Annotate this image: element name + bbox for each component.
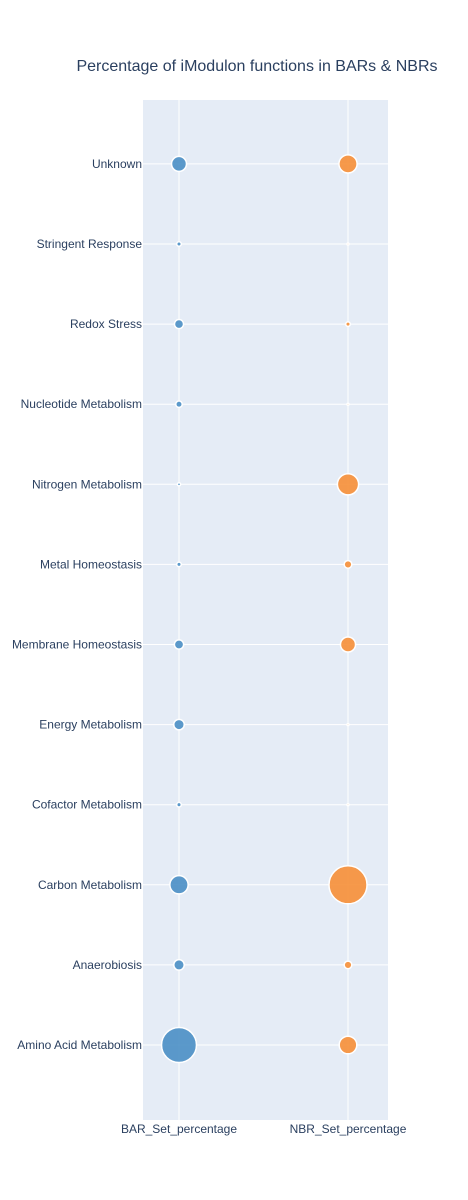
y-tick-label: Amino Acid Metabolism [17,1038,142,1052]
bubble-markers [160,154,368,1064]
bubble-nbr-set-percentage-cofactor-metabolism [346,802,350,807]
y-tick-label: Unknown [92,157,142,171]
y-tick-label: Energy Metabolism [39,718,142,732]
bubble-bar-set-percentage-nitrogen-metabolism [176,481,182,487]
bubble-bar-set-percentage-nucleotide-metabolism [175,400,183,409]
y-tick-label: Nitrogen Metabolism [32,477,142,491]
y-tick-label: Stringent Response [37,237,143,251]
chart-title: Percentage of iModulon functions in BARs… [76,58,437,75]
bubble-nbr-set-percentage-nitrogen-metabolism [336,472,360,496]
x-tick-label: BAR_Set_percentage [121,1122,237,1136]
y-tick-label: Cofactor Metabolism [32,798,142,812]
bubble-bar-set-percentage-amino-acid-metabolism [160,1026,198,1064]
bubble-bar-set-percentage-unknown [170,155,188,173]
bubble-nbr-set-percentage-redox-stress [344,321,352,328]
bubble-nbr-set-percentage-membrane-homeostasis [339,636,357,653]
bubble-bar-set-percentage-anaerobiosis [173,958,185,971]
bubble-bar-set-percentage-cofactor-metabolism [175,801,183,808]
bubble-nbr-set-percentage-metal-homeostasis [343,559,353,569]
y-tick-label: Nucleotide Metabolism [21,397,142,411]
bubble-nbr-set-percentage-anaerobiosis [343,960,353,970]
y-tick-label: Metal Homeostasis [40,557,142,571]
bubble-bar-set-percentage-metal-homeostasis [175,561,183,568]
y-tick-label: Redox Stress [70,317,142,331]
bubble-nbr-set-percentage-stringent-response [346,242,350,246]
bubble-nbr-set-percentage-unknown [338,154,358,174]
x-tick-label: NBR_Set_percentage [290,1122,407,1136]
bubble-bar-set-percentage-energy-metabolism [173,718,185,731]
y-tick-label: Membrane Homeostasis [12,638,142,652]
bubble-nbr-set-percentage-nucleotide-metabolism [346,402,350,406]
bubble-nbr-set-percentage-amino-acid-metabolism [338,1035,358,1055]
y-tick-label: Anaerobiosis [73,958,142,972]
bubble-bar-set-percentage-stringent-response [175,240,183,248]
bubble-bar-set-percentage-membrane-homeostasis [173,639,185,650]
bubble-nbr-set-percentage-energy-metabolism [346,722,350,727]
bubble-bar-set-percentage-redox-stress [173,318,185,330]
bubble-nbr-set-percentage-carbon-metabolism [328,865,368,905]
y-axis-tick-labels: Amino Acid Metabolism Anaerobiosis Carbon … [12,157,142,1052]
bubble-bar-set-percentage-carbon-metabolism [169,874,189,895]
x-axis-tick-labels: BAR_Set_percentage NBR_Set_percentage [121,1122,407,1136]
y-tick-label: Carbon Metabolism [38,878,142,892]
plot-area [143,100,388,1120]
